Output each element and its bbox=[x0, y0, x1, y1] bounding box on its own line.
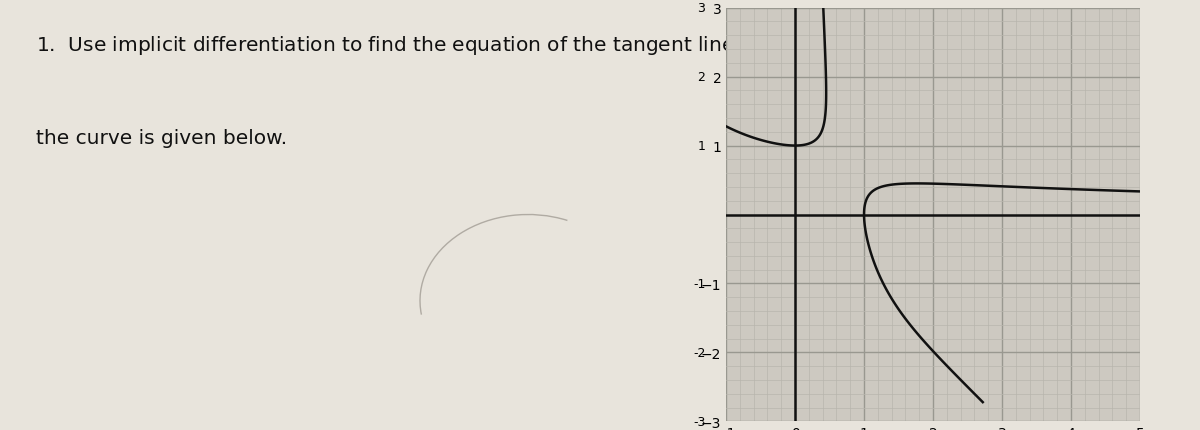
Text: 1: 1 bbox=[697, 140, 706, 153]
Text: -1: -1 bbox=[694, 277, 706, 290]
Text: 1.  Use implicit differentiation to find the equation of the tangent line to  $e: 1. Use implicit differentiation to find … bbox=[36, 34, 1129, 58]
Text: -3: -3 bbox=[694, 415, 706, 428]
Text: -2: -2 bbox=[694, 346, 706, 359]
Text: the curve is given below.: the curve is given below. bbox=[36, 129, 287, 148]
Text: 2: 2 bbox=[697, 71, 706, 84]
Text: 3: 3 bbox=[697, 2, 706, 15]
